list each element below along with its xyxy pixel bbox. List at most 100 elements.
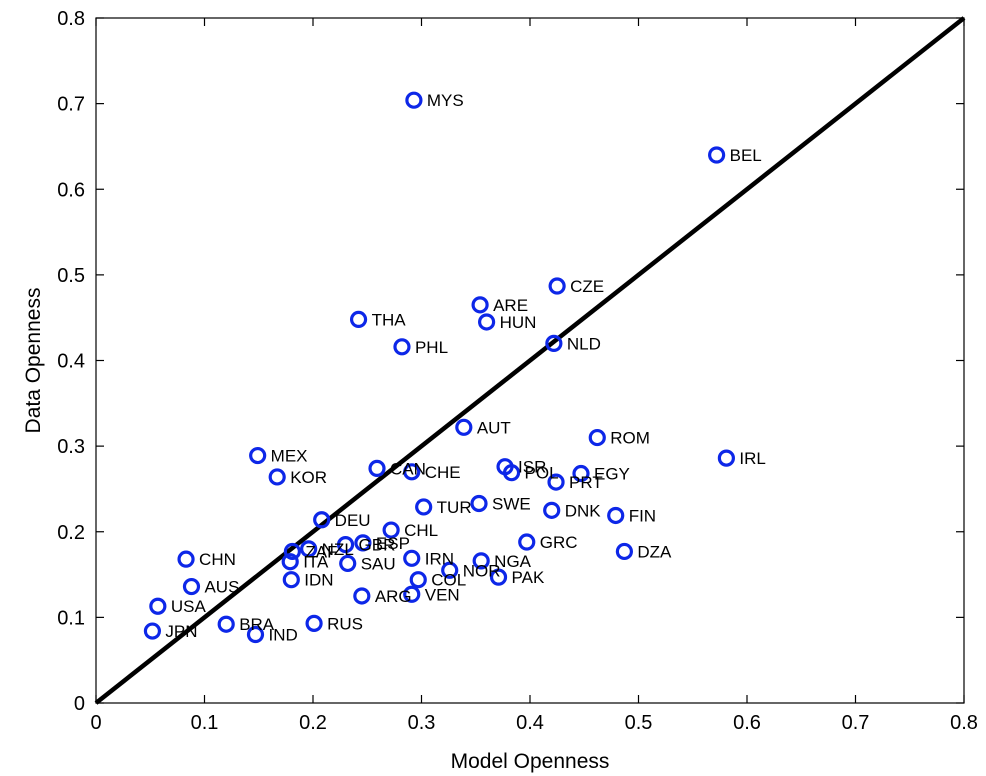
- data-point-chl: [382, 521, 400, 539]
- y-tick-label: 0.5: [57, 265, 85, 287]
- point-label-rus: RUS: [327, 614, 363, 633]
- data-point-pol: [502, 464, 521, 482]
- point-label-irn: IRN: [425, 549, 454, 568]
- x-tick-label: 0.7: [842, 712, 870, 734]
- point-label-swe: SWE: [492, 494, 531, 513]
- data-point-aus: [182, 577, 201, 596]
- y-tick-label: 0.3: [57, 436, 85, 458]
- point-label-nga: NGA: [494, 552, 532, 571]
- data-point-are: [471, 296, 489, 314]
- point-label-rom: ROM: [610, 429, 650, 448]
- point-label-irl: IRL: [739, 449, 765, 468]
- x-tick-label: 0.8: [950, 712, 978, 734]
- y-tick-label: 0.1: [57, 607, 85, 629]
- data-point-gbr: [336, 535, 355, 554]
- data-point-rom: [588, 428, 606, 447]
- point-label-grc: GRC: [540, 533, 578, 552]
- point-label-nld: NLD: [567, 334, 601, 353]
- data-point-dnk: [543, 501, 561, 519]
- data-point-irn: [403, 549, 421, 567]
- data-point-deu: [313, 511, 331, 529]
- data-point-esp: [354, 534, 372, 552]
- point-label-col: COL: [431, 571, 466, 590]
- y-tick-label: 0.6: [57, 179, 85, 201]
- x-tick-label: 0.3: [408, 712, 436, 734]
- data-point-mys: [405, 91, 423, 109]
- point-label-pol: POL: [525, 464, 559, 483]
- point-label-isr: ISR: [518, 458, 546, 477]
- data-point-cze: [548, 277, 566, 295]
- data-point-egy: [572, 464, 590, 483]
- point-label-bra: BRA: [239, 615, 275, 634]
- y-tick-label: 0: [74, 693, 85, 715]
- data-point-nld: [545, 334, 563, 352]
- point-label-esp: ESP: [376, 534, 410, 553]
- data-point-bra: [217, 615, 235, 633]
- x-tick-label: 0.5: [625, 712, 653, 734]
- point-label-nor: NOR: [463, 561, 501, 580]
- point-label-idn: IDN: [304, 571, 333, 590]
- point-label-tur: TUR: [437, 498, 472, 517]
- data-point-nor: [441, 561, 459, 579]
- data-point-hun: [478, 313, 496, 331]
- y-tick-label: 0.2: [57, 522, 85, 544]
- y-tick-label: 0.7: [57, 94, 85, 116]
- data-point-tur: [415, 498, 433, 516]
- point-label-aus: AUS: [204, 578, 239, 597]
- data-point-dza: [615, 542, 633, 561]
- data-point-arg: [353, 587, 371, 605]
- data-point-tha: [349, 310, 368, 328]
- point-label-deu: DEU: [335, 511, 371, 530]
- data-point-swe: [470, 494, 488, 513]
- point-label-are: ARE: [493, 296, 528, 315]
- point-label-aut: AUT: [477, 418, 511, 437]
- data-point-grc: [518, 533, 536, 551]
- data-point-col: [409, 571, 427, 589]
- data-point-zaf: [283, 542, 301, 561]
- data-point-jpn: [143, 622, 162, 640]
- data-point-nzl: [300, 540, 318, 558]
- data-point-ita: [281, 553, 299, 571]
- point-label-ind: IND: [268, 626, 297, 645]
- point-label-mys: MYS: [427, 91, 464, 110]
- data-point-pak: [489, 568, 508, 586]
- data-point-mex: [249, 446, 267, 465]
- point-label-phl: PHL: [415, 338, 448, 357]
- point-label-zaf: ZAF: [305, 542, 337, 561]
- data-point-ven: [403, 585, 421, 603]
- point-label-gbr: GBR: [359, 536, 396, 555]
- x-axis-label: Model Openness: [451, 750, 610, 773]
- point-label-can: CAN: [390, 459, 426, 478]
- data-points: [143, 91, 735, 644]
- reference-diagonal-line: [94, 16, 966, 705]
- data-point-fin: [607, 506, 625, 525]
- point-label-chl: CHL: [404, 521, 438, 540]
- point-label-prt: PRT: [569, 473, 603, 492]
- y-tick-label: 0.8: [57, 8, 85, 30]
- point-label-tha: THA: [372, 310, 407, 329]
- point-label-dnk: DNK: [565, 501, 602, 520]
- data-point-rus: [305, 614, 323, 632]
- data-point-irl: [717, 449, 735, 467]
- data-point-chn: [177, 550, 195, 568]
- point-label-cze: CZE: [570, 277, 604, 296]
- x-tick-label: 0.6: [733, 712, 761, 734]
- axis-ticks: 0 0.1 0.2 0.3 0.4 0.5 0.6 0.7 0.8 0 0.1 0.2 0.3 0.4 0.…: [57, 8, 978, 734]
- data-point-can: [368, 459, 386, 477]
- data-point-usa: [149, 597, 167, 615]
- point-label-egy: EGY: [594, 465, 630, 484]
- point-label-nzl: NZL: [322, 540, 354, 559]
- data-point-sau: [339, 554, 357, 573]
- point-label-sau: SAU: [361, 554, 396, 573]
- data-point-aut: [455, 418, 473, 436]
- point-label-bel: BEL: [730, 146, 762, 165]
- point-label-kor: KOR: [290, 468, 327, 487]
- point-label-chn: CHN: [199, 550, 236, 569]
- data-point-nga: [472, 552, 490, 570]
- point-label-ven: VEN: [425, 585, 460, 604]
- data-point-kor: [268, 468, 286, 486]
- point-label-mex: MEX: [271, 447, 308, 466]
- x-tick-label: 0.2: [299, 712, 327, 734]
